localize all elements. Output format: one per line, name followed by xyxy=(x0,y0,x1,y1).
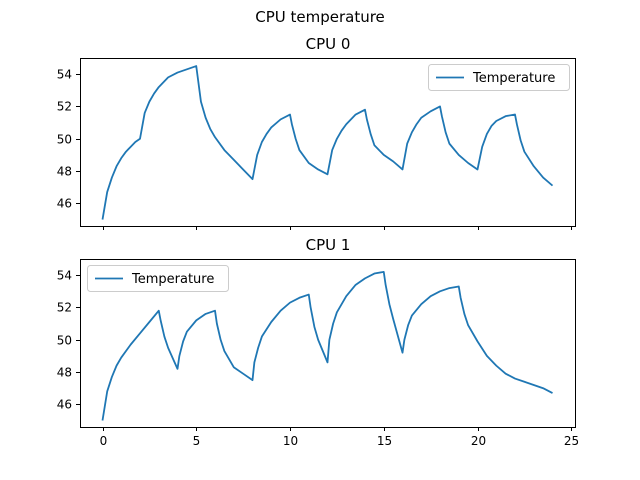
panel-cpu0: CPU 0 46 48 50 52 54 Temperature xyxy=(57,35,576,230)
y-tick-label: 48 xyxy=(57,366,72,380)
legend-box-cpu0 xyxy=(428,64,570,91)
y-tick-label: 46 xyxy=(57,398,72,412)
x-tick-label: 25 xyxy=(564,434,579,448)
y-tick-label: 54 xyxy=(57,269,72,283)
plot-area-cpu1: 46 48 50 52 54 0 5 10 15 20 25 xyxy=(57,269,579,449)
y-tick-label: 52 xyxy=(57,301,72,315)
y-tick-label: 48 xyxy=(57,165,72,179)
panel-title-cpu0: CPU 0 xyxy=(306,35,351,53)
x-tick-label: 0 xyxy=(100,434,108,448)
x-tick-label: 15 xyxy=(377,434,392,448)
legend-box-cpu1 xyxy=(87,265,229,292)
panel-cpu1: CPU 1 46 48 50 52 54 0 5 10 15 20 25 Temperature xyxy=(57,236,579,448)
legend-label-cpu1: Temperature xyxy=(131,272,214,287)
plot-area-cpu0: 46 48 50 52 54 xyxy=(57,65,572,230)
axes-frame-cpu1 xyxy=(80,259,576,428)
figure-title: CPU temperature xyxy=(255,8,385,26)
legend-cpu0: Temperature xyxy=(428,64,570,91)
y-tick-label: 54 xyxy=(57,68,72,82)
x-tick-label: 20 xyxy=(471,434,486,448)
y-tick-label: 50 xyxy=(57,334,72,348)
x-tick-label: 10 xyxy=(283,434,298,448)
legend-label-cpu0: Temperature xyxy=(472,71,555,86)
axes-frame-cpu0 xyxy=(80,58,576,227)
y-tick-label: 52 xyxy=(57,100,72,114)
series-line-temperature xyxy=(101,65,554,220)
y-tick-label: 46 xyxy=(57,197,72,211)
y-tick-label: 50 xyxy=(57,133,72,147)
x-tick-label: 5 xyxy=(193,434,201,448)
series-line-temperature xyxy=(101,271,553,421)
panel-title-cpu1: CPU 1 xyxy=(306,236,351,254)
legend-cpu1: Temperature xyxy=(87,265,229,292)
